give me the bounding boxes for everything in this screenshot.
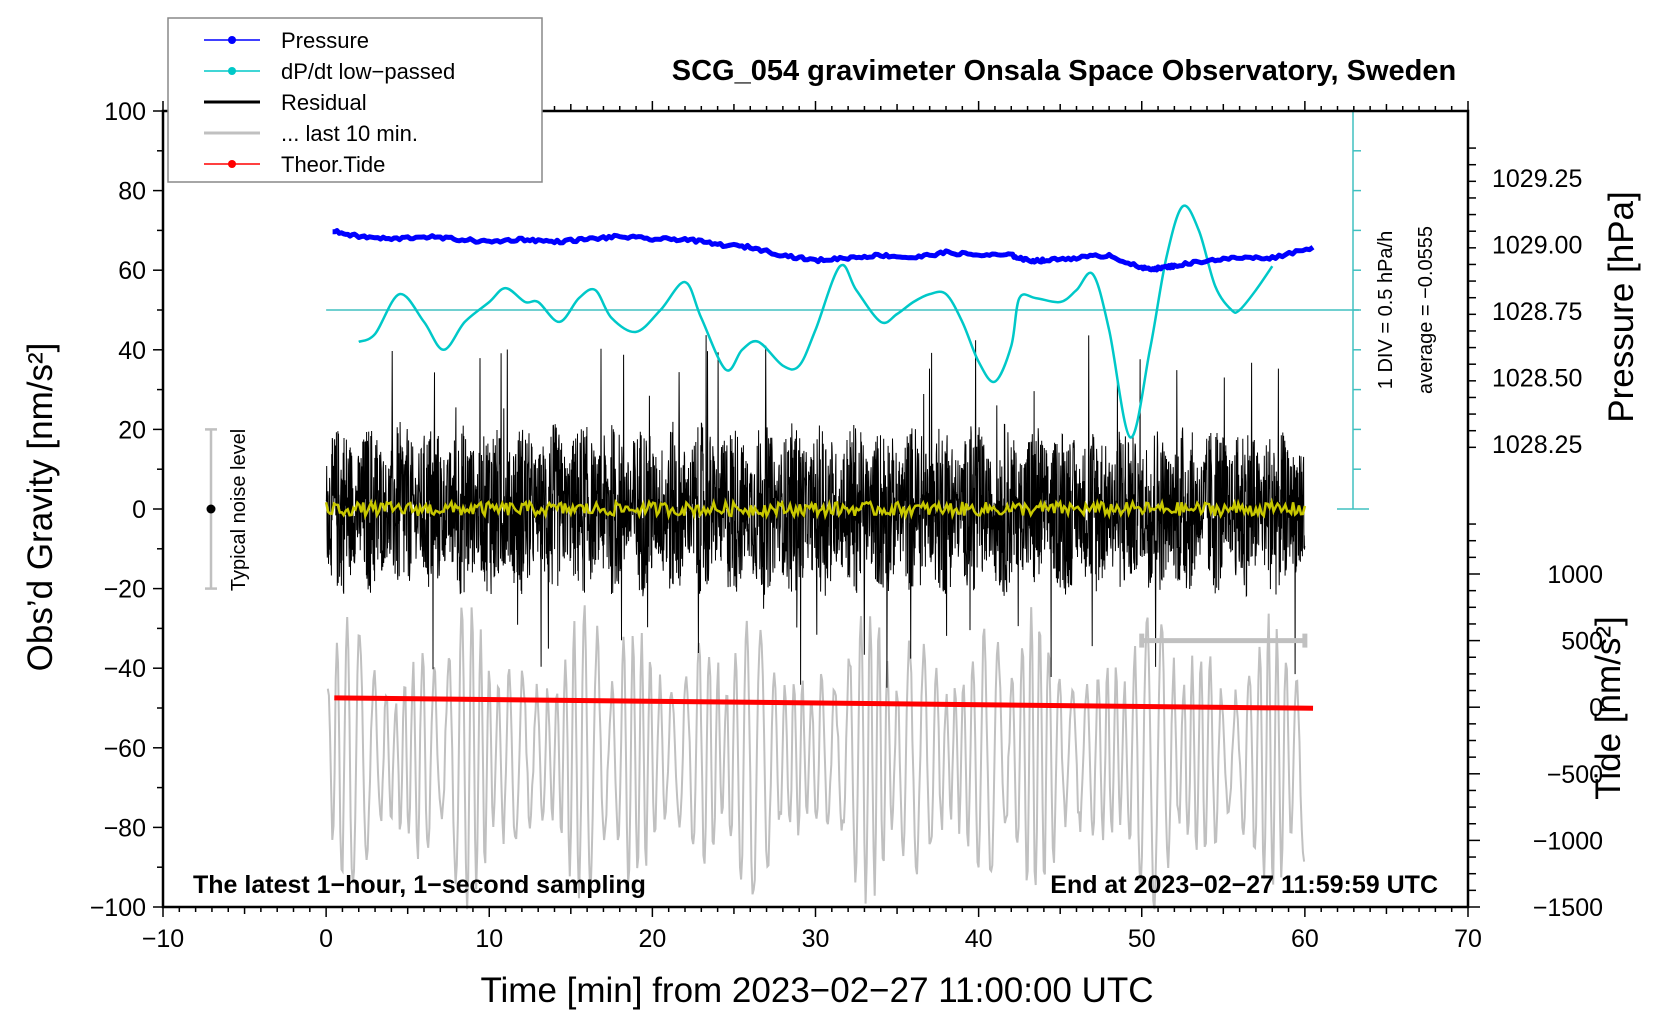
legend-item: dP/dt low−passed [204,59,455,84]
y-tick-label: 40 [118,337,146,365]
series-residual [325,335,1306,688]
series-last-10-min [326,605,1306,910]
y-tick-label: −40 [104,655,146,683]
legend-label: Theor.Tide [281,152,385,177]
legend-item: Pressure [204,28,369,53]
dpdt-scale-label: 1 DIV = 0.5 hPa/h [1375,231,1397,389]
pressure-tick-label: 1028.75 [1492,298,1582,326]
y-axis-label-pressure: Pressure [hPa] [1602,191,1641,423]
y-tick-label: −60 [104,735,146,763]
x-tick-label: 60 [1291,925,1319,953]
y-tick-label: 100 [104,98,146,126]
series-theor-tide [334,695,1314,711]
legend: Pressure dP/dt low−passed Residual ... last… [167,17,543,183]
chart-title: SCG_054 gravimeter Onsala Space Observat… [672,55,1456,87]
tide-tick-label: −1500 [1533,894,1603,922]
y-axis-label-tide: Tide [nm/s²] [1589,616,1628,799]
pressure-tick-label: 1029.00 [1492,232,1582,260]
x-tick-label: 40 [965,925,993,953]
y-tick-label: −20 [104,576,146,604]
ticks-layer: −10 0 10 20 30 40 50 60 70100806040200−20−40−60−… [90,98,1603,953]
y-tick-label: 0 [132,496,146,524]
x-tick-label: −10 [142,925,184,953]
y-axis-label-left: Obs’d Gravity [nm/s²] [21,343,60,672]
series-layer [205,110,1369,910]
x-tick-label: 70 [1454,925,1482,953]
x-tick-label: 10 [475,925,503,953]
x-tick-label: 20 [638,925,666,953]
legend-item: Residual [204,90,367,115]
x-axis-label: Time [min] from 2023−02−27 11:00:00 UTC [480,971,1153,1010]
series-dpdt [358,204,1274,439]
annotation-end-time: End at 2023−02−27 11:59:59 UTC [1050,871,1438,899]
legend-label: ... last 10 min. [281,121,418,146]
dpdt-average-label: average = −0.0555 [1415,226,1437,394]
y-tick-label: −100 [90,894,146,922]
y-tick-label: 20 [118,416,146,444]
noise-level-label: Typical noise level [228,429,250,591]
legend-item: ... last 10 min. [204,121,418,146]
tide-tick-label: −500 [1547,761,1603,789]
pressure-tick-label: 1028.25 [1492,431,1582,459]
series-pressure [332,228,1315,273]
legend-box [167,17,543,183]
legend-label: dP/dt low−passed [281,59,455,84]
tide-tick-label: −1000 [1533,827,1603,855]
pressure-tick-label: 1029.25 [1492,165,1582,193]
legend-label: Residual [281,90,367,115]
legend-label: Pressure [281,28,369,53]
y-tick-label: −80 [104,814,146,842]
tide-tick-label: 0 [1589,694,1603,722]
legend-marker [228,67,236,75]
series-residual-smoothed [324,497,1307,521]
pressure-tick-label: 1028.50 [1492,365,1582,393]
annotation-sampling: The latest 1−hour, 1−second sampling [193,871,646,899]
x-tick-label: 50 [1128,925,1156,953]
y-tick-label: 60 [118,257,146,285]
noise-level-dot [206,504,216,514]
tide-tick-label: 1000 [1547,561,1603,589]
tide-tick-label: 500 [1561,628,1603,656]
legend-item: Theor.Tide [204,152,385,177]
legend-marker [228,36,236,44]
x-tick-label: 30 [802,925,830,953]
x-tick-label: 0 [319,925,333,953]
legend-marker [228,160,236,168]
y-tick-label: 80 [118,178,146,206]
